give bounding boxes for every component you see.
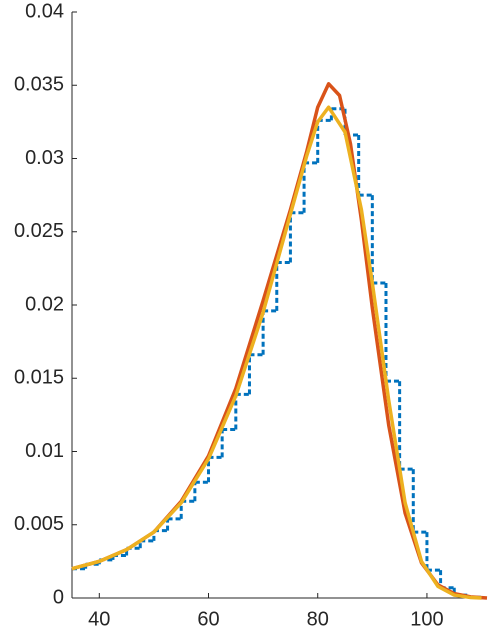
x-tick-label: 100 xyxy=(410,608,443,630)
y-tick-label: 0 xyxy=(53,586,64,608)
y-tick-label: 0.015 xyxy=(14,367,64,389)
y-tick-label: 0.03 xyxy=(25,147,64,169)
y-tick-label: 0.035 xyxy=(14,74,64,96)
x-tick-label: 80 xyxy=(307,608,329,630)
y-tick-label: 0.01 xyxy=(25,440,64,462)
y-tick-label: 0.02 xyxy=(25,293,64,315)
y-tick-label: 0.04 xyxy=(25,0,64,22)
x-tick-label: 40 xyxy=(88,608,110,630)
y-tick-label: 0.025 xyxy=(14,220,64,242)
line xyxy=(71,82,488,600)
y-tick-label: 0.005 xyxy=(14,513,64,535)
line xyxy=(71,105,482,600)
x-tick-label: 60 xyxy=(197,608,219,630)
